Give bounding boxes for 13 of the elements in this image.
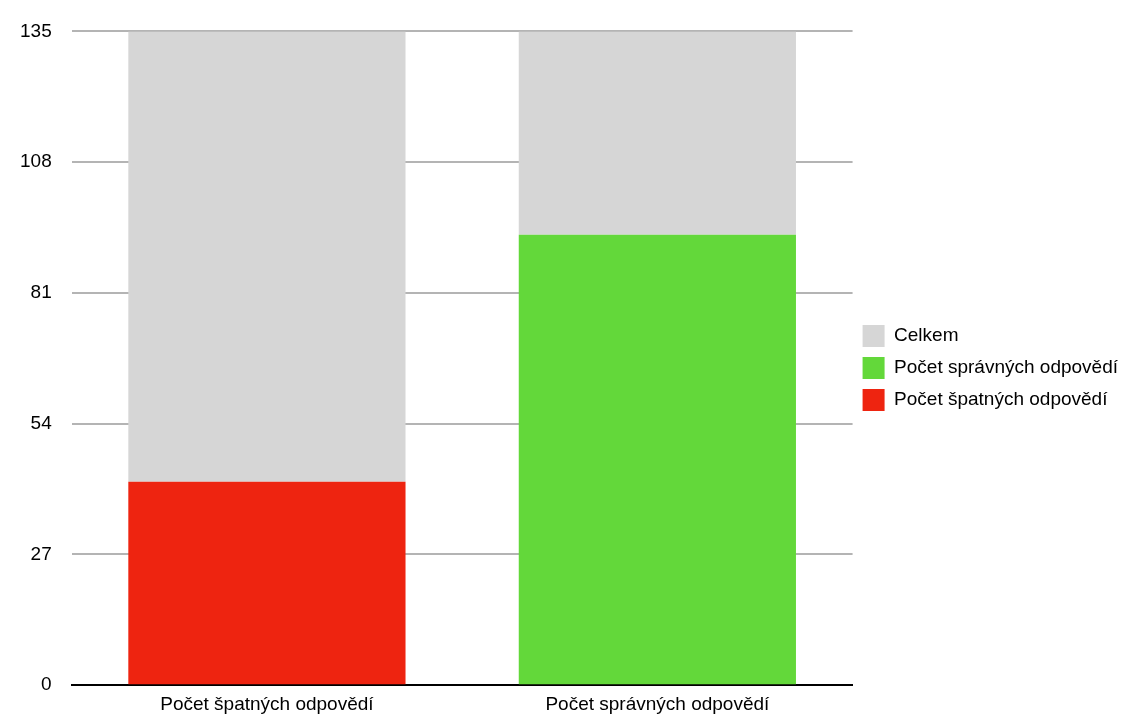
legend-label: Celkem [894,324,959,346]
y-tick-label: 27 [30,542,52,564]
bar [518,31,796,235]
bar [128,481,406,685]
y-tick-label: 54 [30,411,53,433]
y-tick-label: 108 [20,150,52,172]
y-tick-label: 135 [20,19,52,41]
y-tick-label: 0 [41,673,52,695]
y-tick-label: 81 [30,281,52,303]
legend-label: Počet správných odpovědí [894,356,1119,378]
legend-label: Počet špatných odpovědí [894,388,1109,410]
bar [128,31,406,482]
bar [518,234,796,685]
